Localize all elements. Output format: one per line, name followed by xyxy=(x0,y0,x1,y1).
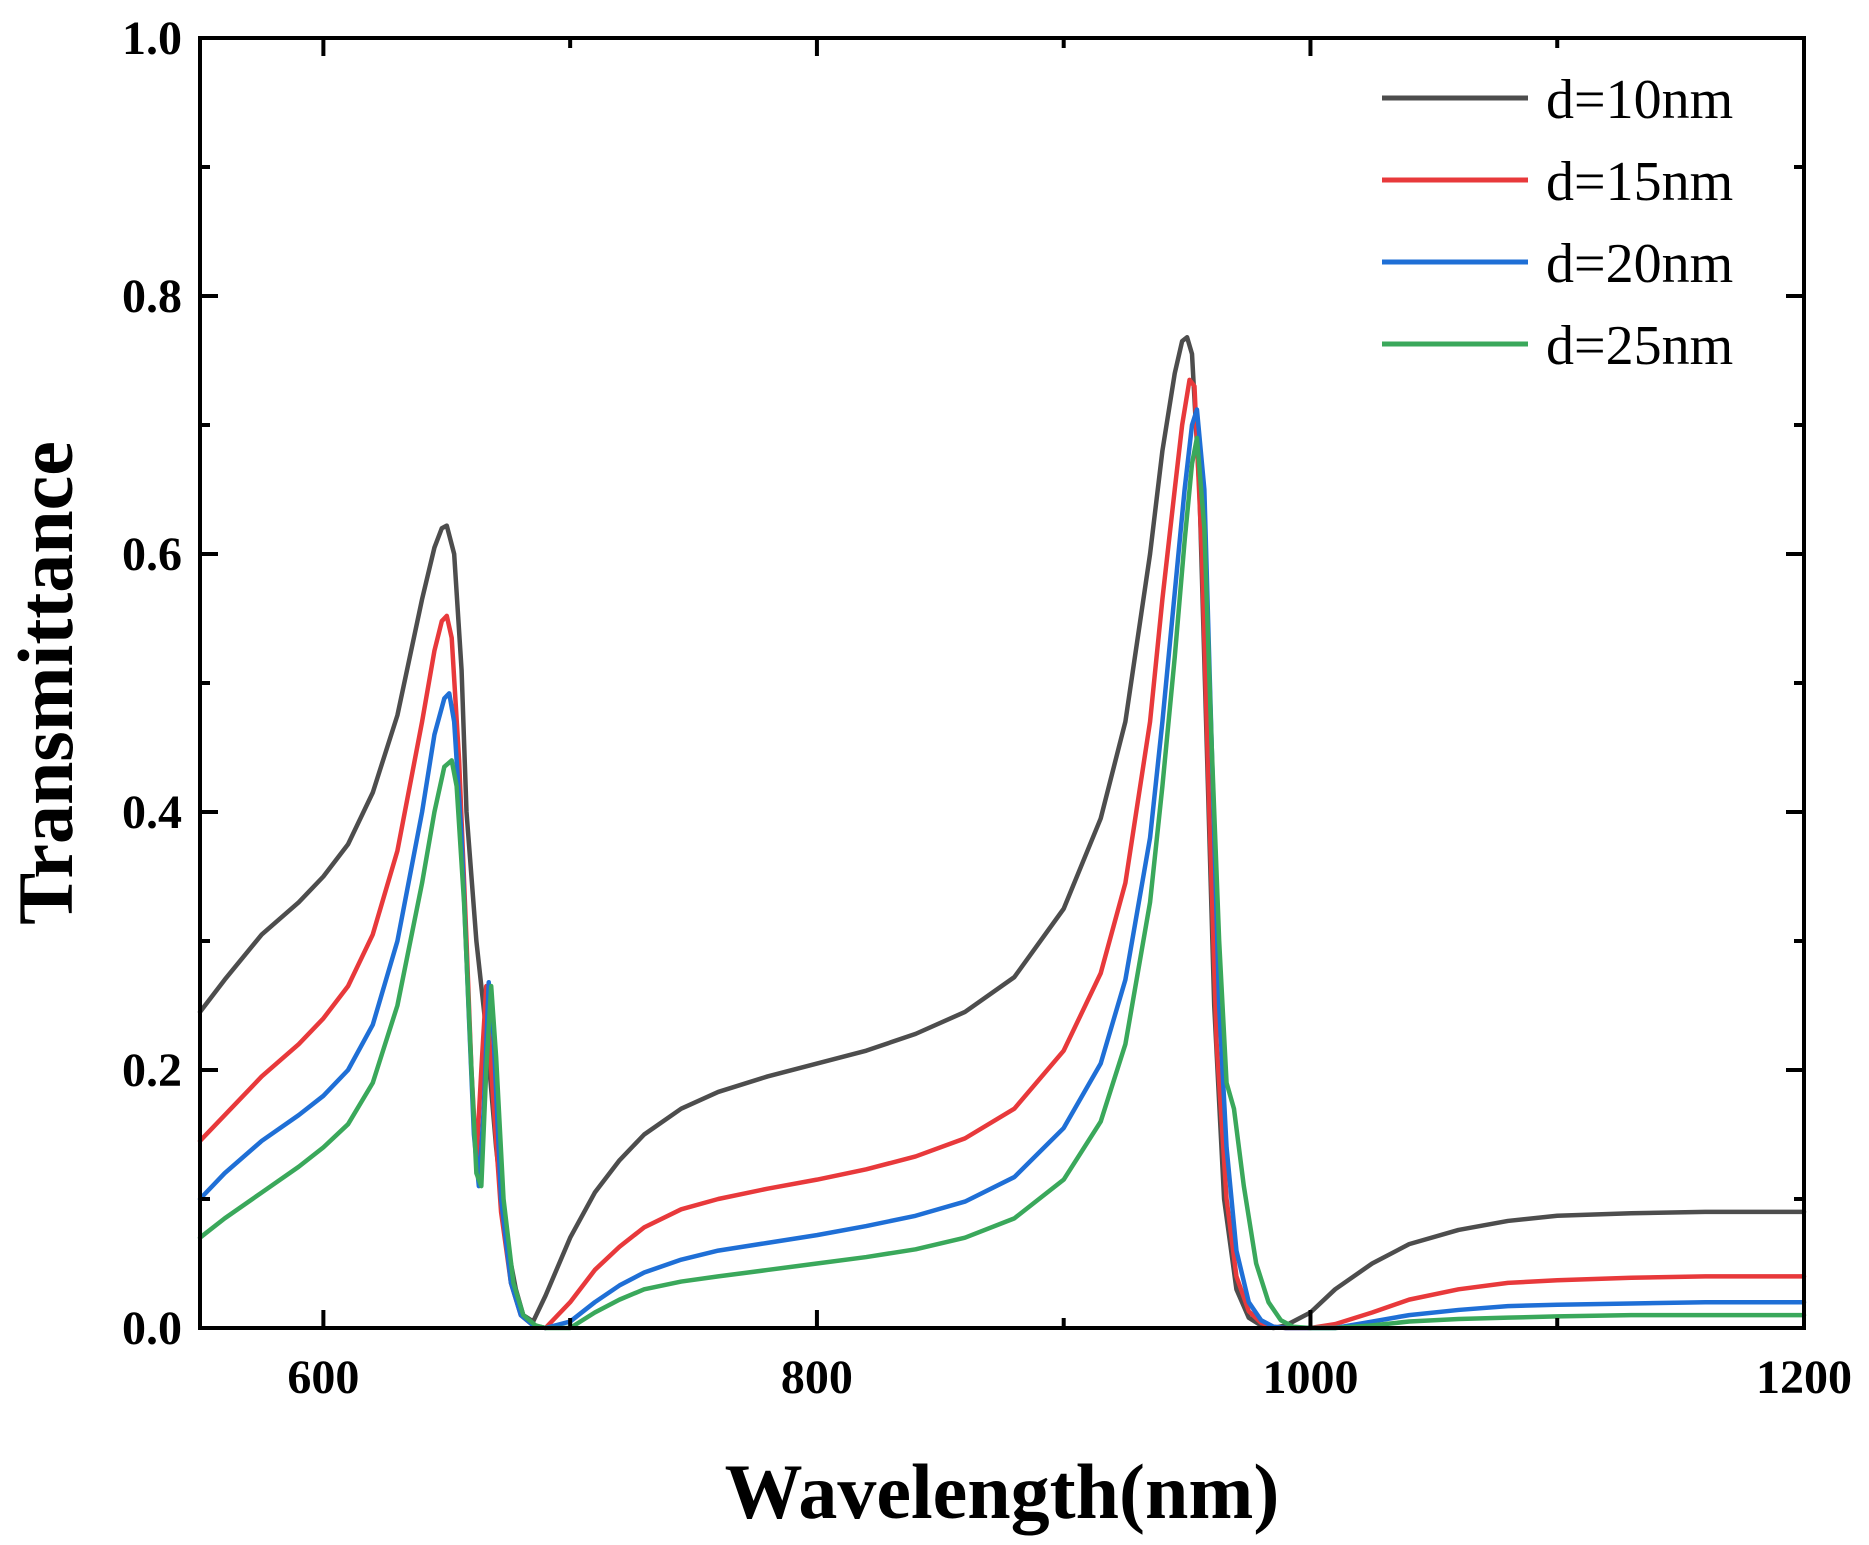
legend-label: d=20nm xyxy=(1546,233,1733,295)
legend-label: d=10nm xyxy=(1546,69,1733,131)
y-tick-label: 1.0 xyxy=(122,12,182,65)
x-tick-label: 1000 xyxy=(1262,1351,1358,1404)
x-axis-title: Wavelength(nm) xyxy=(725,1448,1280,1535)
x-tick-label: 600 xyxy=(287,1351,359,1404)
y-tick-label: 0.0 xyxy=(122,1302,182,1355)
legend-item: d=20nm xyxy=(1382,233,1733,295)
legend-item: d=25nm xyxy=(1382,315,1733,377)
legend-item: d=10nm xyxy=(1382,69,1733,131)
legend-label: d=15nm xyxy=(1546,151,1733,213)
legend-item: d=15nm xyxy=(1382,151,1733,213)
y-tick-label: 0.2 xyxy=(122,1044,182,1097)
series-line-4 xyxy=(197,435,1807,1331)
x-tick-label: 800 xyxy=(781,1351,853,1404)
y-tick-label: 0.4 xyxy=(122,786,182,839)
y-tick-label: 0.8 xyxy=(122,270,182,323)
y-tick-label: 0.6 xyxy=(122,528,182,581)
ticks-layer: 600 800 1000 1200 0.0 0.2 0.4 0.6 0.8 1.0 xyxy=(122,12,1852,1404)
legend: d=10nm d=15nm d=20nm d=25nm xyxy=(1382,69,1733,377)
y-axis-title: Transmittance xyxy=(2,441,89,925)
legend-label: d=25nm xyxy=(1546,315,1733,377)
x-tick-label: 1200 xyxy=(1756,1351,1852,1404)
